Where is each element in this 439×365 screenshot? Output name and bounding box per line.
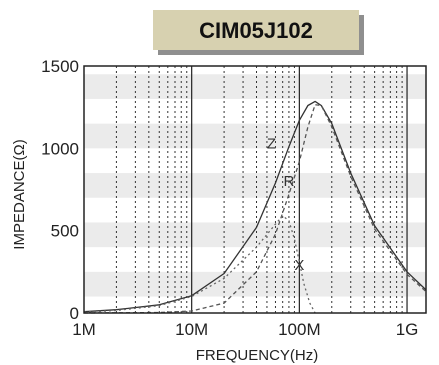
band-stripe xyxy=(84,271,426,297)
x-tick-label: 1G xyxy=(396,320,419,339)
tick-labels: 1M 10M 100M 1G 0 500 1000 1500 xyxy=(41,57,418,339)
title-text: CIM05J102 xyxy=(199,18,313,43)
series-label-z: Z xyxy=(267,135,276,152)
band-stripe xyxy=(84,173,426,198)
y-tick-label: 1500 xyxy=(41,57,79,76)
y-tick-label: 0 xyxy=(70,304,79,323)
series-line-z xyxy=(83,100,427,313)
band-stripe xyxy=(84,222,426,248)
y-tick-label: 1000 xyxy=(41,139,79,158)
x-tick-label: 100M xyxy=(278,320,321,339)
x-axis-label: FREQUENCY(Hz) xyxy=(196,347,319,364)
y-tick-label: 500 xyxy=(51,222,79,241)
y-axis-label: IMPEDANCE(Ω) xyxy=(11,139,28,249)
band-stripe xyxy=(84,74,426,99)
series-line-r xyxy=(83,104,427,314)
series-labels: Z R X xyxy=(267,135,305,274)
series-label-r: R xyxy=(284,173,295,190)
series-lines xyxy=(83,100,427,314)
grid-lines xyxy=(115,66,408,313)
x-tick-label: 10M xyxy=(175,320,208,339)
x-tick-label: 1M xyxy=(72,320,96,339)
plot-frame xyxy=(83,65,427,314)
series-line-x xyxy=(83,215,316,314)
background-bands xyxy=(84,74,426,297)
chart-title: CIM05J102 xyxy=(153,10,364,55)
series-label-x: X xyxy=(294,257,304,274)
band-stripe xyxy=(84,123,426,149)
title-box xyxy=(153,10,359,50)
